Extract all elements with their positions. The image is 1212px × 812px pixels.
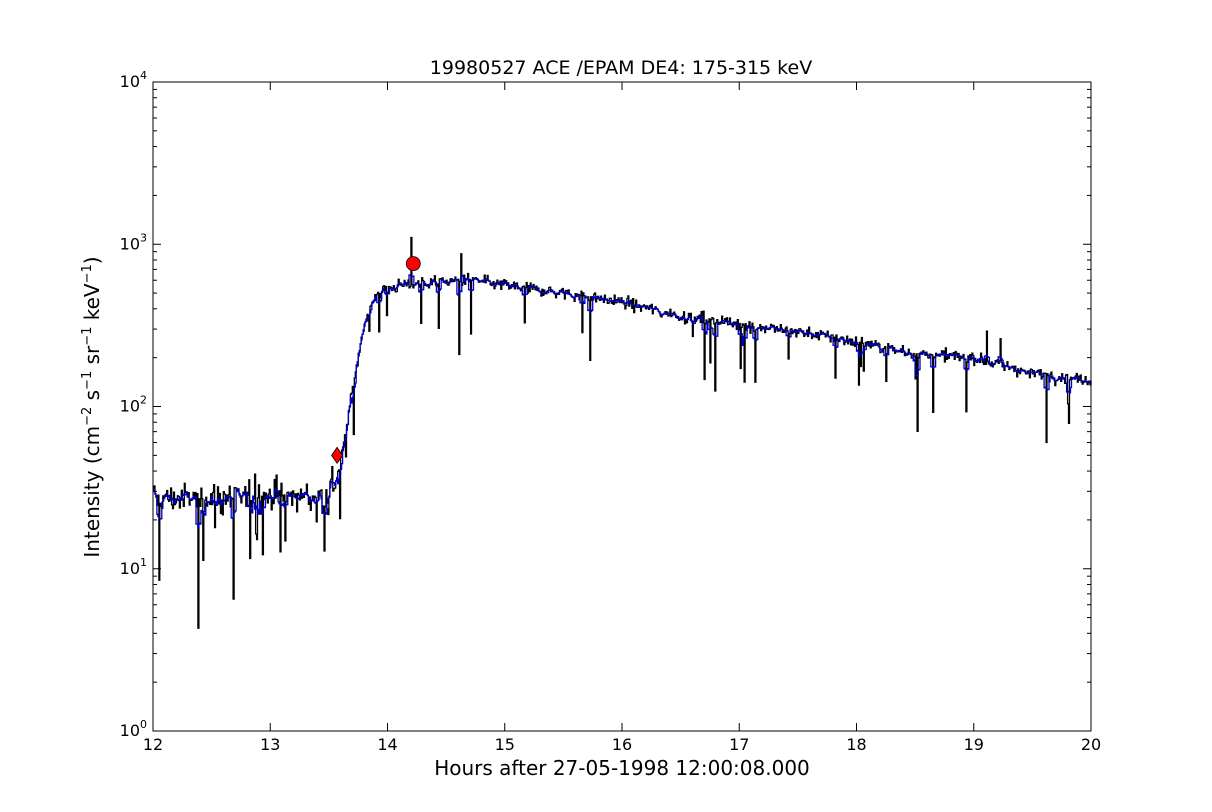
chart-title: 19980527 ACE /EPAM DE4: 175-315 keV <box>430 57 812 79</box>
peak-marker <box>405 256 421 271</box>
x-tick-label: 12 <box>143 735 163 754</box>
ticks-layer <box>152 81 1092 732</box>
markers-layer <box>331 256 421 465</box>
x-tick-label: 20 <box>1081 735 1101 754</box>
x-tick-label: 14 <box>377 735 397 754</box>
smoothed-intensity-series <box>153 274 1092 528</box>
y-tick-label: 103 <box>120 231 147 253</box>
x-tick-label: 15 <box>495 735 515 754</box>
y-tick-label: 102 <box>120 394 147 416</box>
x-tick-label: 18 <box>846 735 866 754</box>
raw-intensity-series <box>153 236 1092 629</box>
x-axis-label: Hours after 27-05-1998 12:00:08.000 <box>434 756 810 780</box>
y-tick-labels: 100 101 102 103 104 <box>120 69 147 740</box>
y-tick-label: 101 <box>120 556 147 578</box>
x-tick-label: 13 <box>260 735 280 754</box>
x-tick-labels: 12 13 14 15 16 17 18 19 20 <box>143 735 1101 754</box>
onset-marker <box>331 446 344 465</box>
y-tick-label: 100 <box>120 718 147 740</box>
y-axis-label: Intensity (cm−2 s−1 sr−1 keV−1) <box>80 256 104 557</box>
x-tick-label: 17 <box>729 735 749 754</box>
y-tick-label: 104 <box>120 69 147 91</box>
plot-frame <box>152 81 1092 732</box>
x-tick-label: 19 <box>964 735 984 754</box>
x-tick-label: 16 <box>612 735 632 754</box>
series-layer <box>153 236 1092 629</box>
